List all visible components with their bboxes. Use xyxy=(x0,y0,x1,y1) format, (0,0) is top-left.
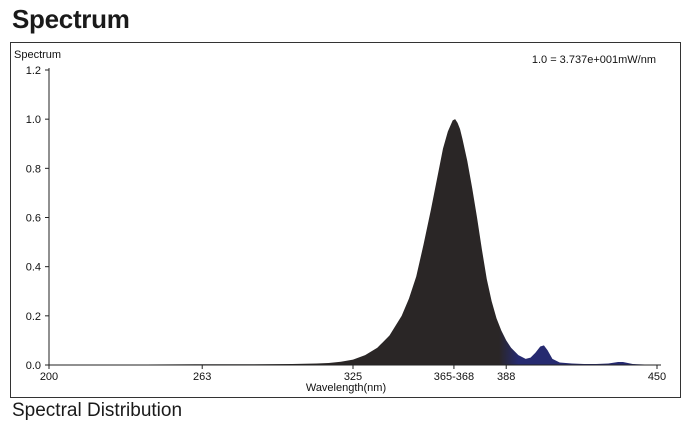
y-tick-label: 1.2 xyxy=(26,65,41,77)
page-title: Spectrum xyxy=(12,4,130,34)
x-tick-label: 450 xyxy=(648,371,666,383)
spectral-distribution-caption: Spectral Distribution xyxy=(12,400,183,421)
y-tick-label: 1.0 xyxy=(26,114,41,126)
y-axis-label: Spectrum xyxy=(14,49,61,61)
y-tick-label: 0.2 xyxy=(26,311,41,323)
x-tick-label: 325 xyxy=(344,371,362,383)
y-tick-label: 0.8 xyxy=(26,163,41,175)
y-tick-label: 0.6 xyxy=(26,213,41,225)
x-tick-label: 365-368 xyxy=(434,371,474,383)
x-tick-label: 200 xyxy=(40,371,58,383)
spectrum-chart: Spectrum 1.0 = 3.737e+001mW/nm Wavelengt… xyxy=(14,49,666,394)
x-axis-label: Wavelength(nm) xyxy=(306,382,386,394)
spectrum-area xyxy=(49,119,657,365)
x-tick-label: 388 xyxy=(497,371,515,383)
chart-frame: Spectrum 1.0 = 3.737e+001mW/nm Wavelengt… xyxy=(10,42,681,398)
x-tick-label: 263 xyxy=(193,371,211,383)
scale-annotation: 1.0 = 3.737e+001mW/nm xyxy=(532,54,656,66)
y-tick-label: 0.0 xyxy=(26,360,41,372)
y-tick-label: 0.4 xyxy=(26,262,41,274)
